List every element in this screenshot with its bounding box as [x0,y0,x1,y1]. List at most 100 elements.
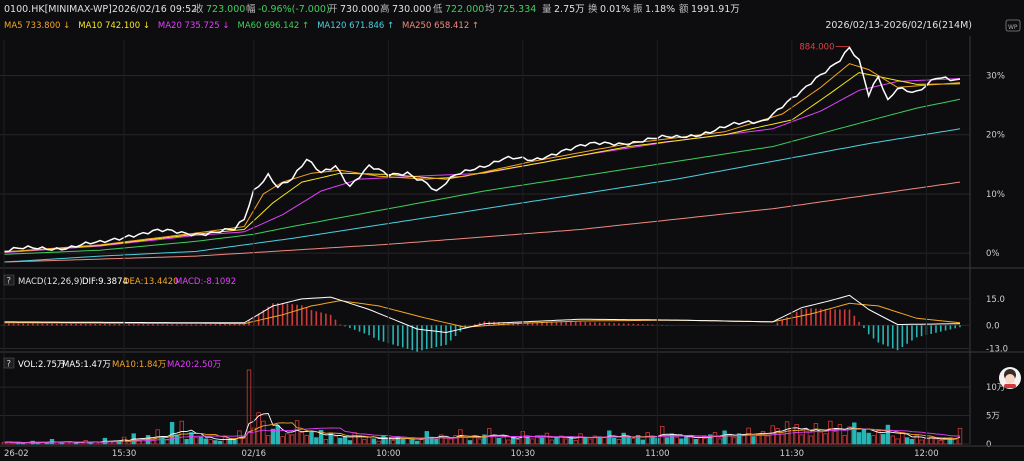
price-line [3,46,961,253]
volume-bar [856,432,862,445]
macd-help-box[interactable] [3,274,15,286]
volume-bar [948,437,953,445]
volume-bar [381,435,386,445]
volume-bar [544,432,550,445]
volume-bar [270,428,276,445]
volume-bar [938,440,943,445]
vol-ma10: MA10:1.84万 [112,360,166,370]
volume-bar [635,435,641,445]
volume-bar [847,426,852,445]
volume-bar [765,435,770,445]
volume-bar [434,438,439,445]
volume-bar [280,436,285,445]
ma-legend-item-1: MA10 742.100 ↓ [78,21,150,31]
price-tick-label: 10% [986,190,1005,200]
volume-bar [799,434,804,445]
max-price-label: 884.000 [799,42,834,52]
wp-badge[interactable] [1005,19,1021,32]
volume-ma20-line [3,427,961,443]
volume-bar [448,438,453,445]
volume-bar [866,432,871,445]
volume-bar [631,437,636,445]
header-low-value: 722.000 [445,4,484,15]
volume-bar [914,435,919,445]
volume-bar [203,438,208,445]
volume-bar [198,436,204,445]
header-volume-value: 2.75万 [554,4,585,15]
time-tick-label: 02/16 [242,449,267,459]
volume-bar [549,439,554,445]
volume-bar [179,420,184,445]
vol-help-box[interactable] [3,357,15,369]
volume-bar [299,432,305,445]
header-symbol: 0100.HK[MINIMAX-WP] [4,4,112,15]
volume-bar [722,430,727,445]
volume-bar [20,442,26,445]
time-tick-label: 11:00 [645,449,670,459]
time-tick-label: 26-02 [4,449,29,459]
volume-bar [943,438,948,445]
macd-help-icon: ? [7,277,12,287]
ma-legend-item-5: MA250 658.412 ↑ [402,21,479,31]
vol-ma20: MA20:2.50万 [167,360,221,370]
volume-bar [217,440,223,445]
volume-bar [563,438,569,445]
header-volume-label: 量 [542,4,552,15]
ma-legend-item-0: MA5 733.800 ↓ [4,21,70,31]
header-close-label: 收 [194,3,204,15]
volume-bar [708,434,713,445]
header-avg-value: 725.334 [497,4,536,15]
volume-bar [289,434,295,445]
volume-bar [741,435,746,445]
volume-bar [578,433,583,445]
volume-bar [193,437,199,445]
volume-bar [535,435,540,445]
ma-legend-item-3: MA60 696.142 ↑ [238,21,310,31]
volume-bar [828,420,833,445]
header-close-value: 723.000 [206,4,245,15]
volume-bar [506,439,511,445]
volume-bar [573,440,578,445]
price-pane: 30% 20% 10% 0% 884.000 [0,36,1024,444]
volume-bar [323,438,329,445]
macd-pane: 15.0 0.0 -13.0 [0,294,1008,354]
wp-badge-label: WP [1008,24,1018,31]
header-amplitude-label: 振 [633,3,643,15]
assistant-avatar[interactable] [999,367,1021,389]
price-tick-label: 0% [986,249,1000,259]
volume-bar [265,435,271,445]
volume-bar [467,440,473,445]
volume-bar [871,435,876,445]
ma-line-ma250 [3,181,961,263]
volume-bar [213,440,218,445]
volume-bar [126,441,132,445]
volume-bar [232,439,237,445]
volume-bar [953,438,958,445]
volume-bar [443,437,449,445]
volume-bar [362,438,367,445]
volume-bar [539,437,545,445]
volume-bar [751,436,756,445]
volume-bar [900,432,905,445]
volume-bar [784,421,790,445]
volume-bar [712,432,718,445]
volume-ma10-line [3,422,961,443]
volume-bar [169,421,175,445]
header-open-label: 开 [328,4,338,15]
volume-bar [794,424,799,445]
volume-bar [669,433,674,445]
macd-value: MACD:-8.1092 [175,277,236,287]
volume-bar [616,438,622,445]
header-avg-label: 均 [485,3,495,15]
header-amount-value: 1991.91万 [691,4,740,15]
volume-pane: 10万 5万 0 [0,369,1005,450]
macd-dif-line [4,294,960,334]
volume-bar [626,437,631,445]
header-amplitude-value: 1.18% [645,4,675,15]
volume-bar [525,436,530,445]
volume-bar [333,435,338,445]
volume-bar [304,435,309,445]
time-tick-label: 10:00 [376,449,401,459]
volume-bar [885,424,891,445]
header-high-value: 730.000 [392,4,431,15]
